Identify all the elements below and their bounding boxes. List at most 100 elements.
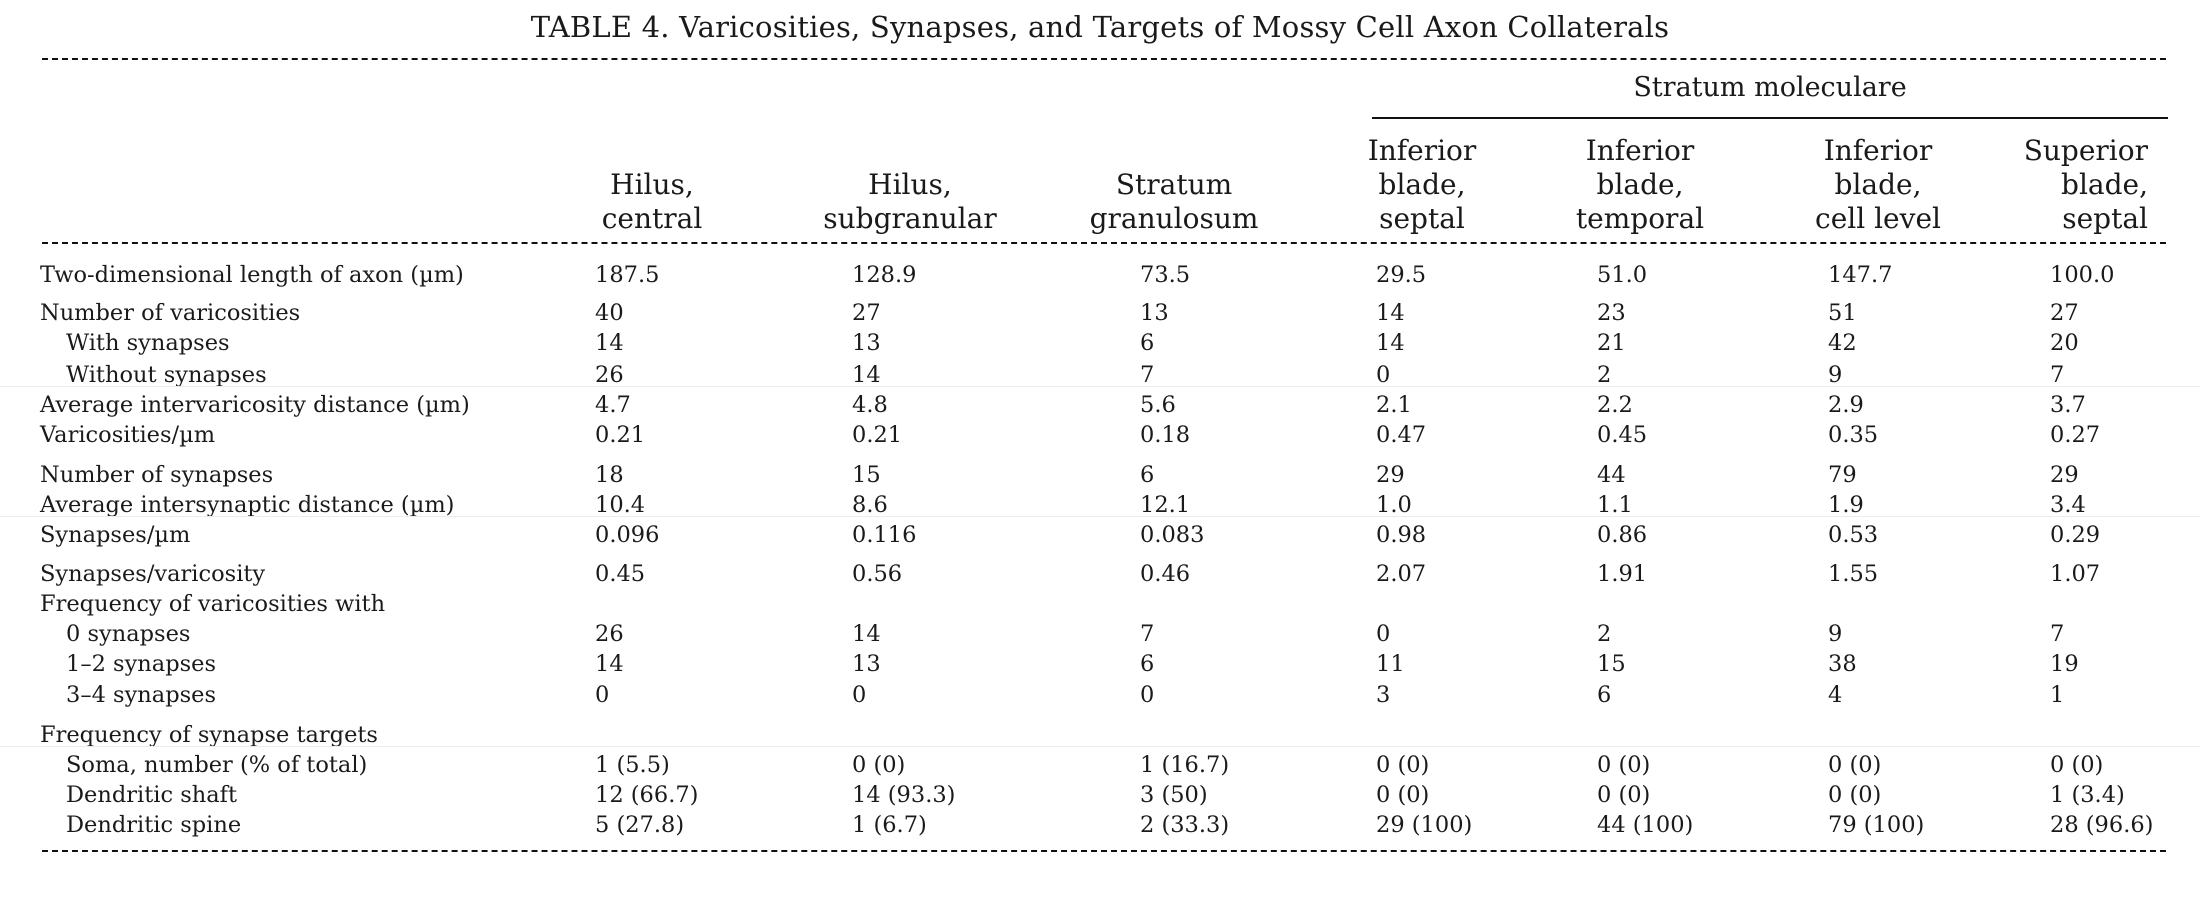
- table-cell: 0.21: [595, 422, 646, 448]
- table-cell: 1 (6.7): [852, 812, 927, 838]
- table-cell: 9: [1828, 621, 1843, 647]
- table-cell: 20: [2050, 330, 2079, 356]
- column-header-line: blade,: [2061, 168, 2148, 201]
- column-header: Superior blade, septal: [1978, 134, 2148, 236]
- table-cell: 147.7: [1828, 262, 1893, 288]
- column-header-line: Inferior: [1367, 134, 1477, 167]
- table-cell: 0.083: [1140, 522, 1205, 548]
- table-cell: 0.98: [1376, 522, 1427, 548]
- table-cell: 29 (100): [1376, 812, 1473, 838]
- table-cell: 0 (0): [1597, 752, 1651, 778]
- row-separator: [0, 516, 2200, 517]
- table-cell: 1.9: [1828, 492, 1864, 518]
- table-cell: 0.53: [1828, 522, 1879, 548]
- table-cell: 3: [1376, 682, 1391, 708]
- table-cell: 15: [852, 462, 881, 488]
- table-cell: 3 (50): [1140, 782, 1208, 808]
- table-cell: 28 (96.6): [2050, 812, 2154, 838]
- row-label: Varicosities/µm: [40, 422, 216, 448]
- top-rule: [42, 58, 2166, 60]
- table-cell: 27: [852, 300, 881, 326]
- table-cell: 0.096: [595, 522, 660, 548]
- table-cell: 0 (0): [1828, 752, 1882, 778]
- table-cell: 0.45: [595, 561, 646, 587]
- row-label: Dendritic spine: [66, 812, 242, 838]
- table-cell: 13: [1140, 300, 1169, 326]
- table-cell: 0.45: [1597, 422, 1648, 448]
- table-cell: 0.86: [1597, 522, 1648, 548]
- table-cell: 29.5: [1376, 262, 1427, 288]
- table-cell: 2.9: [1828, 392, 1864, 418]
- table-cell: 4: [1828, 682, 1843, 708]
- row-label: Frequency of synapse targets: [40, 722, 378, 748]
- column-header: Stratum granulosum: [1054, 168, 1294, 236]
- column-header: Hilus, subgranular: [790, 168, 1030, 236]
- table-cell: 0.116: [852, 522, 917, 548]
- table-cell: 1.0: [1376, 492, 1412, 518]
- column-header-line: blade,: [1596, 168, 1684, 201]
- table-cell: 14: [1376, 300, 1405, 326]
- group-header-rule: [1372, 117, 2168, 119]
- row-label: 0 synapses: [66, 621, 191, 647]
- column-header-line: Stratum: [1115, 168, 1233, 201]
- table-cell: 0 (0): [1376, 752, 1430, 778]
- table-cell: 1 (16.7): [1140, 752, 1230, 778]
- table-cell: 0.56: [852, 561, 903, 587]
- table-cell: 2 (33.3): [1140, 812, 1230, 838]
- row-label: Synapses/varicosity: [40, 561, 266, 587]
- column-header: Inferior blade, temporal: [1550, 134, 1730, 236]
- table-cell: 2.1: [1376, 392, 1412, 418]
- column-header-line: temporal: [1575, 202, 1705, 235]
- table-cell: 18: [595, 462, 624, 488]
- row-separator: [0, 386, 2200, 387]
- table-cell: 0.29: [2050, 522, 2101, 548]
- header-bottom-rule: [42, 242, 2166, 244]
- table-cell: 27: [2050, 300, 2079, 326]
- table-cell: 0 (0): [1828, 782, 1882, 808]
- row-label: Average intervaricosity distance (µm): [40, 392, 470, 418]
- column-header: Inferior blade, septal: [1332, 134, 1512, 236]
- table-cell: 1.91: [1597, 561, 1648, 587]
- table-cell: 38: [1828, 651, 1857, 677]
- table-cell: 44 (100): [1597, 812, 1694, 838]
- table-cell: 0 (0): [852, 752, 906, 778]
- table-cell: 3.4: [2050, 492, 2086, 518]
- table-title: TABLE 4. Varicosities, Synapses, and Tar…: [530, 10, 1670, 44]
- row-label: 1–2 synapses: [66, 651, 217, 677]
- row-separator: [0, 746, 2200, 747]
- table-cell: 10.4: [595, 492, 646, 518]
- row-label: Average intersynaptic distance (µm): [40, 492, 455, 518]
- column-header-line: septal: [2062, 202, 2148, 235]
- table-cell: 1.1: [1597, 492, 1633, 518]
- table-cell: 14: [595, 330, 624, 356]
- table-cell: 51: [1828, 300, 1857, 326]
- row-label: Soma, number (% of total): [66, 752, 368, 778]
- row-label: Frequency of varicosities with: [40, 591, 386, 617]
- table-cell: 15: [1597, 651, 1626, 677]
- table-cell: 6: [1140, 330, 1155, 356]
- table-cell: 14 (93.3): [852, 782, 956, 808]
- row-label: Dendritic shaft: [66, 782, 238, 808]
- table-cell: 0.18: [1140, 422, 1191, 448]
- table-cell: 6: [1597, 682, 1612, 708]
- table-cell: 2: [1597, 621, 1612, 647]
- column-header-line: central: [601, 202, 703, 235]
- table-cell: 79: [1828, 462, 1857, 488]
- column-header-line: septal: [1379, 202, 1465, 235]
- table-cell: 51.0: [1597, 262, 1648, 288]
- column-header-line: Hilus,: [868, 168, 952, 201]
- table-cell: 7: [1140, 621, 1155, 647]
- table-cell: 4.8: [852, 392, 888, 418]
- table-cell: 14: [1376, 330, 1405, 356]
- row-label: With synapses: [66, 330, 230, 356]
- table-cell: 100.0: [2050, 262, 2115, 288]
- table-cell: 9: [1828, 362, 1843, 388]
- table-cell: 0.21: [852, 422, 903, 448]
- table-cell: 6: [1140, 651, 1155, 677]
- table-cell: 7: [2050, 621, 2065, 647]
- row-label: Two-dimensional length of axon (µm): [40, 262, 464, 288]
- table-cell: 14: [852, 362, 881, 388]
- table-cell: 0 (0): [1376, 782, 1430, 808]
- table-cell: 0: [852, 682, 867, 708]
